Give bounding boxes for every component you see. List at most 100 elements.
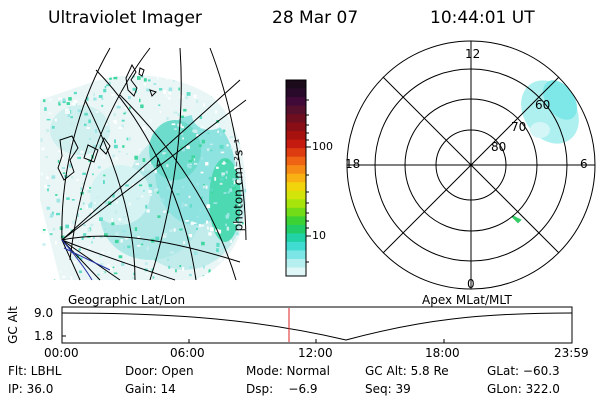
speckle-dot [62,172,66,174]
speckle-dot [87,189,92,193]
speckle-dot [45,156,49,159]
speckle-dot [70,276,73,280]
speckle-dot [62,99,66,104]
speckle-dot [185,96,189,100]
speckle-dot [145,272,148,276]
speckle-dot [123,246,125,249]
speckle-dot [93,202,96,204]
speckle-dot [93,97,97,101]
speckle-dot [101,98,104,100]
colorbar-swatch [286,250,306,260]
speckle-dot [182,267,185,271]
speckle-dot [137,245,141,247]
speckle-dot [221,175,224,177]
speckle-dot [62,275,66,278]
speckle-dot [220,241,223,243]
speckle-dot [177,123,180,127]
speckle-dot [82,182,85,185]
colorbar-swatch [286,122,306,132]
speckle-dot [210,84,214,86]
speckle-dot [145,204,148,209]
speckle-dot [43,99,46,103]
speckle-dot [182,129,186,133]
speckle-dot [111,222,115,226]
speckle-dot [105,204,108,206]
speckle-dot [196,215,199,218]
speckle-dot [236,232,239,236]
speckle-dot [93,144,97,148]
glon-field: GLon: 322.0 [487,382,560,396]
speckle-dot [196,228,198,230]
speckle-dot [173,111,178,114]
speckle-dot [243,266,247,270]
speckle-dot [83,233,87,236]
speckle-dot [154,169,157,174]
speckle-dot [89,138,91,140]
speckle-dot [182,137,184,140]
speckle-dot [226,159,229,163]
speckle-dot [58,150,61,152]
speckle-dot [184,204,188,207]
speckle-dot [79,257,83,260]
speckle-dot [225,176,228,179]
speckle-dot [221,172,225,176]
speckle-dot [76,179,79,181]
speckle-dot [247,160,251,162]
speckle-dot [227,213,230,217]
speckle-dot [84,123,87,126]
ip-field: IP: 36.0 [8,382,54,396]
speckle-dot [99,207,103,211]
speckle-dot [99,236,103,238]
speckle-dot [106,155,109,157]
speckle-dot [177,112,181,117]
speckle-dot [80,150,84,154]
speckle-dot [114,139,116,144]
speckle-dot [189,266,192,269]
speckle-dot [73,103,76,106]
gain-field: Gain: 14 [125,382,176,396]
speckle-dot [88,75,92,76]
speckle-dot [196,134,199,137]
speckle-dot [201,139,205,144]
speckle-dot [193,162,198,165]
speckle-dot [184,141,188,145]
speckle-dot [133,272,136,276]
speckle-dot [238,90,241,93]
speckle-dot [148,183,153,187]
speckle-dot [143,189,145,192]
speckle-dot [136,266,138,270]
speckle-dot [122,145,125,148]
coastlines [57,63,161,181]
speckle-dot [198,144,202,147]
speckle-dot [134,279,137,281]
speckle-dot [124,237,129,240]
speckle-dot [129,106,131,110]
speckle-dot [47,79,52,83]
speckle-dot [111,218,113,222]
colorbar-swatch [286,207,306,217]
speckle-dot [96,196,99,199]
speckle-dot [142,168,144,172]
speckle-dot [80,187,83,191]
speckle-dot [170,251,174,254]
speckle-dot [229,136,234,139]
speckle-dot [225,214,229,219]
speckle-dot [103,180,105,184]
speckle-dot [205,220,209,224]
speckle-dot [112,266,115,269]
speckle-dot [205,162,209,166]
speckle-dot [221,269,224,274]
speckle-dot [214,177,217,181]
speckle-dot [191,155,196,159]
speckle-dot [217,130,219,133]
speckle-dot [114,239,119,244]
speckle-dot [118,127,123,129]
speckle-dot [207,132,210,135]
speckle-dot [144,262,148,265]
speckle-dot [242,94,245,98]
mlt-label-0: 0 [467,277,475,291]
speckle-dot [107,130,110,133]
speckle-dot [149,193,152,197]
speckle-dot [248,210,250,213]
timeline-ytick-9: 9.0 [34,306,54,320]
